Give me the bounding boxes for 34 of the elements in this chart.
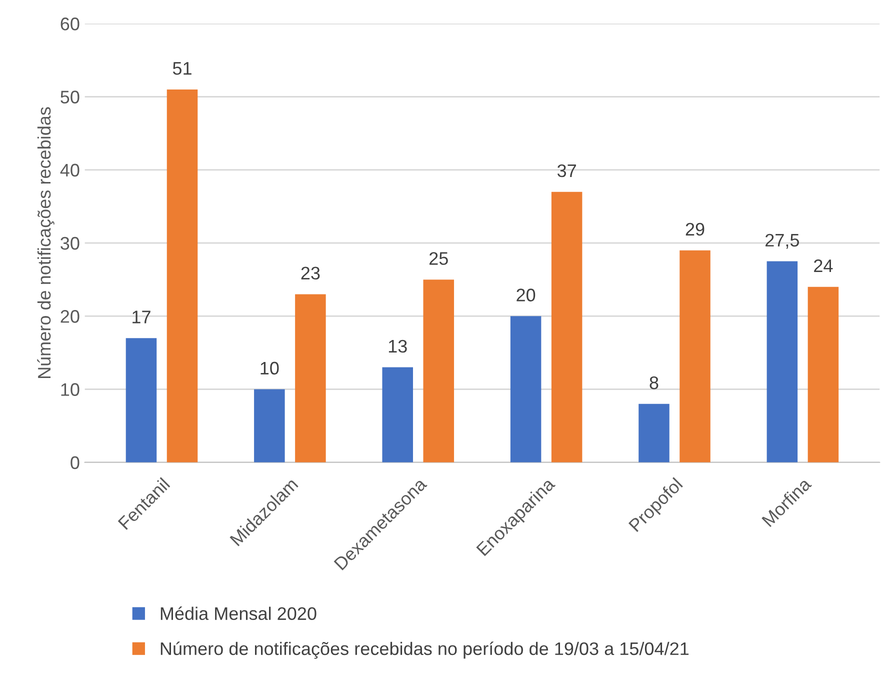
bar [808, 286, 839, 462]
bar [295, 294, 326, 462]
data-label: 29 [686, 222, 704, 236]
bar [126, 338, 157, 462]
y-tick-label: 60 [60, 18, 80, 30]
bar [680, 250, 710, 462]
data-label: 20 [516, 288, 536, 302]
y-tick-label: 40 [60, 164, 80, 177]
y-tick-label: 0 [70, 456, 80, 470]
legend-label: Média Mensal 2020 [160, 606, 316, 620]
data-label: 8 [650, 376, 658, 390]
bar [766, 261, 798, 462]
legend-label: Número de notificações recebidas no período de 19/03 a 15/04/21 [160, 642, 689, 659]
bar [551, 192, 582, 462]
bar [423, 280, 454, 462]
bar [510, 316, 542, 462]
y-axis-title: Número de notificações recebidas [37, 107, 54, 378]
y-tick-label: 50 [60, 90, 80, 104]
data-label: 10 [260, 362, 279, 375]
data-label: 24 [814, 259, 833, 272]
y-tick-label: 10 [61, 383, 80, 396]
bar [166, 89, 198, 462]
data-label: 25 [430, 252, 448, 265]
data-label: 23 [301, 266, 320, 280]
y-tick-label: 20 [60, 310, 80, 323]
data-label: 27,5 [766, 234, 799, 249]
bar [254, 389, 285, 462]
data-label: 51 [172, 62, 192, 75]
bar [638, 404, 670, 462]
y-tick-label: 30 [60, 236, 80, 250]
data-label: 13 [388, 340, 407, 353]
data-label: 37 [557, 164, 576, 178]
bar [382, 367, 413, 462]
data-label: 17 [132, 310, 150, 324]
